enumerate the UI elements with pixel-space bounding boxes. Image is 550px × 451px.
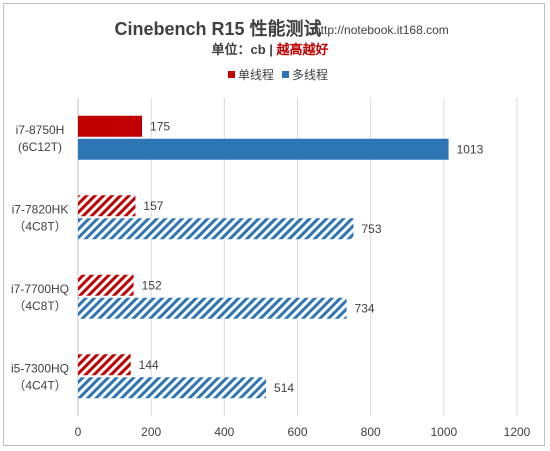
bars	[78, 115, 449, 399]
legend-swatch-multi	[282, 71, 289, 78]
bar-multi-3	[78, 377, 267, 399]
x-axis-ticks: 0 200 400 600 800 1000 1200	[75, 425, 531, 439]
legend-swatch-single	[228, 71, 235, 78]
x-tick-label: 1000	[430, 425, 457, 439]
category-labels: i7-8750H (6C12T) i7-7820HK （4C8T） i7-7700HQ （…	[11, 123, 69, 393]
chart-title: Cinebench R15 性能测试	[114, 18, 321, 39]
x-tick-label: 400	[214, 425, 234, 439]
category-label-2-0: i7-7700HQ	[11, 282, 69, 296]
bar-single-3	[78, 354, 131, 376]
label-single-0: 175	[150, 119, 170, 133]
label-single-1: 157	[143, 199, 163, 213]
chart-subtitle: 单位：cb | 越高越好	[211, 42, 328, 57]
legend-label-single: 单线程	[238, 67, 274, 82]
category-label-0-0: i7-8750H	[16, 123, 65, 137]
label-single-3: 144	[139, 358, 159, 372]
category-label-2-1: （4C8T）	[13, 299, 66, 313]
label-multi-2: 734	[355, 301, 375, 315]
category-label-3-0: i5-7300HQ	[11, 361, 69, 375]
legend: 单线程 多线程	[228, 67, 328, 82]
category-label-3-1: （4C4T）	[13, 378, 66, 392]
category-label-0-1: (6C12T)	[18, 140, 62, 154]
category-label-1-0: i7-7820HK	[12, 202, 69, 216]
legend-label-multi: 多线程	[292, 67, 328, 82]
label-multi-3: 514	[274, 381, 294, 395]
bar-single-0	[78, 115, 143, 137]
bar-multi-0	[78, 138, 449, 160]
bar-single-1	[78, 195, 136, 217]
subtitle-higher-better: 越高越好	[276, 42, 329, 57]
x-tick-label: 600	[287, 425, 307, 439]
label-multi-1: 753	[361, 222, 381, 236]
x-tick-label: 200	[141, 425, 161, 439]
label-multi-0: 1013	[457, 142, 484, 156]
bar-single-2	[78, 274, 134, 296]
bar-multi-1	[78, 218, 354, 240]
data-labels: 175 1013 157 753 152 734 144 514	[139, 119, 484, 395]
bar-multi-2	[78, 297, 347, 319]
label-single-2: 152	[142, 278, 162, 292]
x-tick-label: 0	[75, 425, 82, 439]
subtitle-unit: 单位：cb |	[211, 42, 276, 57]
category-label-1-1: （4C8T）	[13, 219, 66, 233]
x-tick-label: 800	[361, 425, 381, 439]
x-tick-label: 1200	[504, 425, 531, 439]
chart-source-url: http://notebook.it168.com	[314, 23, 449, 37]
